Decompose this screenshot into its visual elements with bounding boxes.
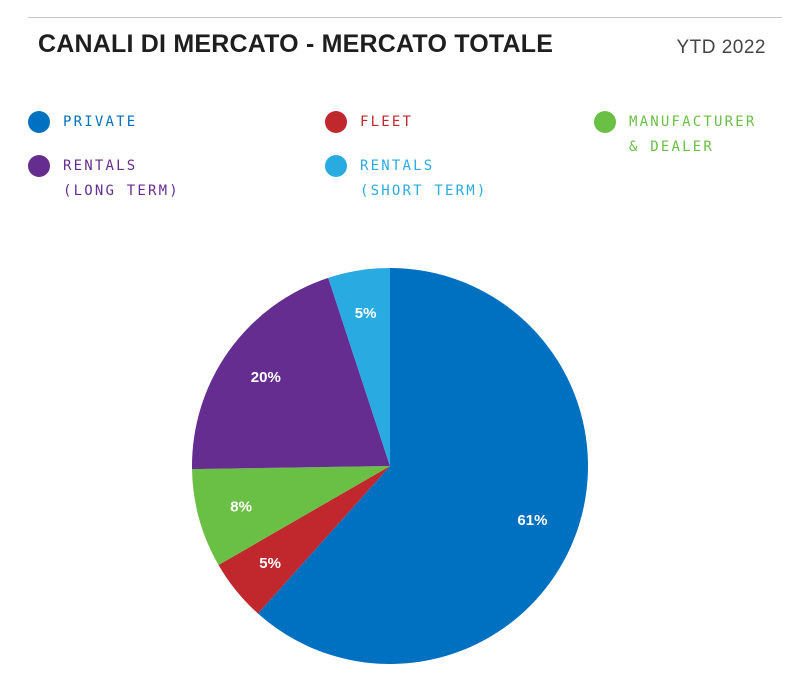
pie-slice-manufacturer-dealer <box>192 466 390 565</box>
period-label: YTD 2022 <box>676 37 766 58</box>
legend-label-manufacturer-dealer: MANUFACTURER & DEALER <box>629 114 757 155</box>
legend-swatch-private <box>28 111 50 133</box>
slice-label-fleet: 5% <box>259 555 281 572</box>
pie-slice-rentals-short-term <box>328 268 390 466</box>
top-divider <box>28 17 782 18</box>
legend-label-rentals-short-term: RENTALS (SHORT TERM) <box>360 158 488 199</box>
legend-swatch-rentals-short-term <box>325 155 347 177</box>
legend-item-manufacturer-dealer: MANUFACTURER & DEALER <box>594 111 757 160</box>
legend-label-private: PRIVATE <box>63 114 138 130</box>
legend-item-private: PRIVATE <box>28 111 137 135</box>
pie-slice-private <box>257 268 588 664</box>
legend-item-rentals-short-term: RENTALS (SHORT TERM) <box>325 155 488 204</box>
chart-title: CANALI DI MERCATO - MERCATO TOTALE <box>38 30 554 58</box>
slice-label-manufacturer-dealer: 8% <box>230 499 252 516</box>
legend-swatch-rentals-long-term <box>28 155 50 177</box>
legend-item-fleet: FLEET <box>325 111 413 135</box>
legend-item-rentals-long-term: RENTALS (LONG TERM) <box>28 155 180 204</box>
legend-label-rentals-long-term: RENTALS (LONG TERM) <box>63 158 180 199</box>
pie-slice-fleet <box>218 466 390 614</box>
slice-label-private: 61% <box>517 512 547 529</box>
pie-slice-rentals-long-term <box>191 277 390 470</box>
legend-swatch-manufacturer-dealer <box>594 111 616 133</box>
slice-label-rentals-short-term: 5% <box>355 305 377 322</box>
legend-swatch-fleet <box>325 111 347 133</box>
slice-label-rentals-long-term: 20% <box>251 369 281 386</box>
legend-label-fleet: FLEET <box>360 114 414 130</box>
